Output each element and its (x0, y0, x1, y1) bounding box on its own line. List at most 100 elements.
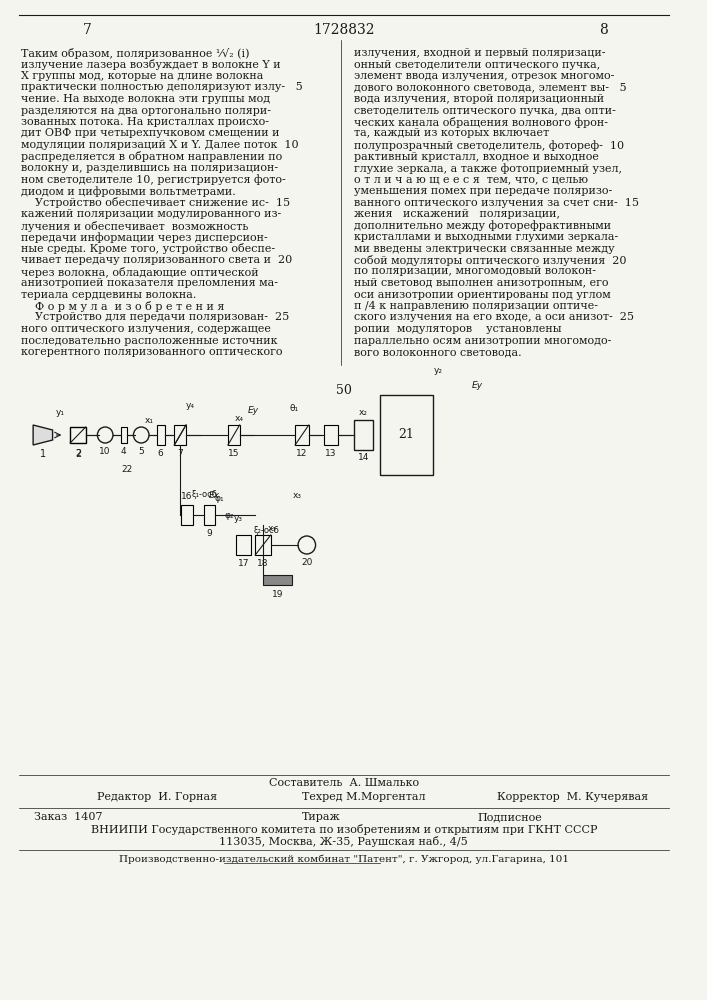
Text: Производственно-издательский комбинат "Патент", г. Ужгород, ул.Гагарина, 101: Производственно-издательский комбинат "П… (119, 854, 569, 863)
Text: φ₂: φ₂ (224, 511, 234, 520)
Text: полупрозрачный светоделитель, фотореф-  10: полупрозрачный светоделитель, фотореф- 1… (354, 140, 624, 151)
Text: ном светоделителе 10, регистрируется фото-: ном светоделителе 10, регистрируется фот… (21, 174, 286, 185)
Text: Устройство для передачи поляризован-  25: Устройство для передачи поляризован- 25 (21, 312, 290, 322)
Text: параллельно осям анизотропии многомодо-: параллельно осям анизотропии многомодо- (354, 336, 611, 346)
Text: ского излучения на его входе, а оси анизот-  25: ского излучения на его входе, а оси аниз… (354, 312, 633, 322)
Text: Редактор  И. Горная: Редактор И. Горная (98, 792, 218, 802)
Text: оси анизотропии ориентированы под углом: оси анизотропии ориентированы под углом (354, 290, 610, 300)
Text: 16: 16 (181, 492, 193, 501)
Text: через волокна, обладающие оптической: через волокна, обладающие оптической (21, 266, 259, 277)
Text: 8: 8 (600, 23, 608, 37)
Text: X группы мод, которые на длине волокна: X группы мод, которые на длине волокна (21, 71, 264, 81)
Text: θ₁: θ₁ (290, 404, 298, 413)
Text: 22: 22 (121, 465, 132, 474)
Text: собой модуляторы оптического излучения  20: собой модуляторы оптического излучения 2… (354, 255, 626, 266)
Text: ми введены электрически связанные между: ми введены электрически связанные между (354, 243, 614, 253)
Text: 17: 17 (238, 559, 250, 568)
Text: 10: 10 (100, 447, 111, 456)
Bar (228, 425, 240, 445)
Text: уменьшения помех при передаче поляризо-: уменьшения помех при передаче поляризо- (354, 186, 612, 196)
Text: 1: 1 (40, 449, 46, 459)
Text: кристаллами и выходными глухими зеркала-: кристаллами и выходными глухими зеркала- (354, 232, 618, 242)
Text: чивает передачу поляризованного света и  20: чивает передачу поляризованного света и … (21, 255, 293, 265)
Text: 7: 7 (177, 449, 183, 458)
Text: ный световод выполнен анизотропным, его: ный световод выполнен анизотропным, его (354, 278, 608, 288)
Text: 14: 14 (358, 453, 369, 462)
Text: x₁: x₁ (144, 416, 153, 425)
Text: распределяется в обратном направлении по: распределяется в обратном направлении по (21, 151, 283, 162)
Text: Заказ  1407: Заказ 1407 (34, 812, 103, 822)
Text: та, каждый из которых включает: та, каждый из которых включает (354, 128, 549, 138)
Text: 12: 12 (296, 449, 308, 458)
Text: π /4 к направлению поляризации оптиче-: π /4 к направлению поляризации оптиче- (354, 301, 597, 311)
Text: ропии  модуляторов    установлены: ропии модуляторов установлены (354, 324, 561, 334)
Text: Составитель  А. Шмалько: Составитель А. Шмалько (269, 778, 419, 788)
Text: излучение лазера возбуждает в волокне Y и: излучение лазера возбуждает в волокне Y … (21, 60, 281, 70)
Text: x₃: x₃ (268, 524, 277, 533)
Text: ВНИИПИ Государственного комитета по изобретениям и открытиям при ГКНТ СССР: ВНИИПИ Государственного комитета по изоб… (90, 824, 597, 835)
Text: по поляризации, многомодовый волокон-: по поляризации, многомодовый волокон- (354, 266, 595, 276)
Text: 18: 18 (257, 559, 269, 568)
Text: о т л и ч а ю щ е е с я  тем, что, с целью: о т л и ч а ю щ е е с я тем, что, с цель… (354, 174, 588, 184)
Bar (121, 427, 127, 443)
Text: ванного оптического излучения за счет сни-  15: ванного оптического излучения за счет сн… (354, 198, 638, 208)
Text: передачи информации через дисперсион-: передачи информации через дисперсион- (21, 232, 268, 243)
Text: излучения, входной и первый поляризаци-: излучения, входной и первый поляризаци- (354, 48, 605, 58)
Text: Тираж: Тираж (302, 812, 341, 822)
Bar (325, 425, 338, 445)
Text: Техред М.Моргентал: Техред М.Моргентал (302, 792, 426, 802)
Text: 20: 20 (301, 558, 312, 567)
Text: модуляции поляризаций X и Y. Далее поток  10: модуляции поляризаций X и Y. Далее поток… (21, 140, 299, 150)
Text: 15: 15 (228, 449, 240, 458)
Text: ные среды. Кроме того, устройство обеспе-: ные среды. Кроме того, устройство обеспе… (21, 243, 276, 254)
Text: x₂: x₂ (358, 408, 368, 417)
Text: дит ОВФ при четырехпучковом смещении и: дит ОВФ при четырехпучковом смещении и (21, 128, 280, 138)
Text: диодом и цифровыми вольтметрами.: диодом и цифровыми вольтметрами. (21, 186, 236, 197)
Text: 13: 13 (325, 449, 337, 458)
Text: лучения и обеспечивает  возможность: лучения и обеспечивает возможность (21, 221, 249, 232)
Text: когерентного поляризованного оптического: когерентного поляризованного оптического (21, 347, 283, 357)
Text: 4: 4 (121, 447, 127, 456)
Text: 2: 2 (75, 449, 81, 459)
Text: ξ₁-осб: ξ₁-осб (192, 490, 218, 499)
Text: светоделитель оптического пучка, два опти-: светоделитель оптического пучка, два опт… (354, 105, 615, 115)
Bar (263, 575, 292, 585)
Text: y₂: y₂ (434, 366, 443, 375)
Bar (157, 425, 165, 445)
Text: 6: 6 (158, 449, 163, 458)
Text: Таким образом, поляризованное ¹⁄√₂ (i): Таким образом, поляризованное ¹⁄√₂ (i) (21, 48, 250, 59)
Text: глухие зеркала, а также фотоприемный узел,: глухие зеркала, а также фотоприемный узе… (354, 163, 621, 174)
Text: y₁: y₁ (56, 408, 65, 417)
Text: 19: 19 (271, 590, 284, 599)
Text: ξ₂-осб: ξ₂-осб (253, 526, 279, 535)
Text: вода излучения, второй поляризационный: вода излучения, второй поляризационный (354, 94, 604, 104)
Text: практически полностью деполяризуют излу-   5: практически полностью деполяризуют излу-… (21, 83, 303, 93)
Text: чение. На выходе волокна эти группы мод: чение. На выходе волокна эти группы мод (21, 94, 271, 104)
Polygon shape (33, 425, 52, 445)
Text: ческих канала обращения волнового фрон-: ческих канала обращения волнового фрон- (354, 117, 607, 128)
Text: 21: 21 (398, 428, 414, 442)
Text: φ₁: φ₁ (214, 494, 224, 503)
Text: кажений поляризации модулированного из-: кажений поляризации модулированного из- (21, 209, 281, 219)
Text: x₃: x₃ (293, 491, 302, 500)
Text: 9: 9 (206, 529, 212, 538)
Text: зованных потока. На кристаллах происхо-: зованных потока. На кристаллах происхо- (21, 117, 269, 127)
Text: териала сердцевины волокна.: териала сердцевины волокна. (21, 290, 197, 300)
Text: Корректор  М. Кучерявая: Корректор М. Кучерявая (497, 792, 648, 802)
Text: жения   искажений   поляризации,: жения искажений поляризации, (354, 209, 559, 219)
Text: 2: 2 (75, 449, 81, 458)
Text: Ey: Ey (247, 406, 259, 415)
Text: y₄: y₄ (185, 401, 194, 410)
Bar (255, 535, 271, 555)
Text: Подписное: Подписное (477, 812, 542, 822)
Text: рактивный кристалл, входное и выходное: рактивный кристалл, входное и выходное (354, 151, 598, 161)
Text: последовательно расположенные источник: последовательно расположенные источник (21, 336, 278, 346)
Text: 5: 5 (139, 447, 144, 456)
Bar (380, 395, 433, 475)
Text: 113035, Москва, Ж-35, Раушская наб., 4/5: 113035, Москва, Ж-35, Раушская наб., 4/5 (219, 836, 468, 847)
Bar (70, 427, 86, 443)
Bar (354, 420, 373, 450)
Bar (295, 425, 309, 445)
Text: вого волоконного световода.: вого волоконного световода. (354, 347, 521, 357)
Text: Ex: Ex (209, 491, 220, 500)
